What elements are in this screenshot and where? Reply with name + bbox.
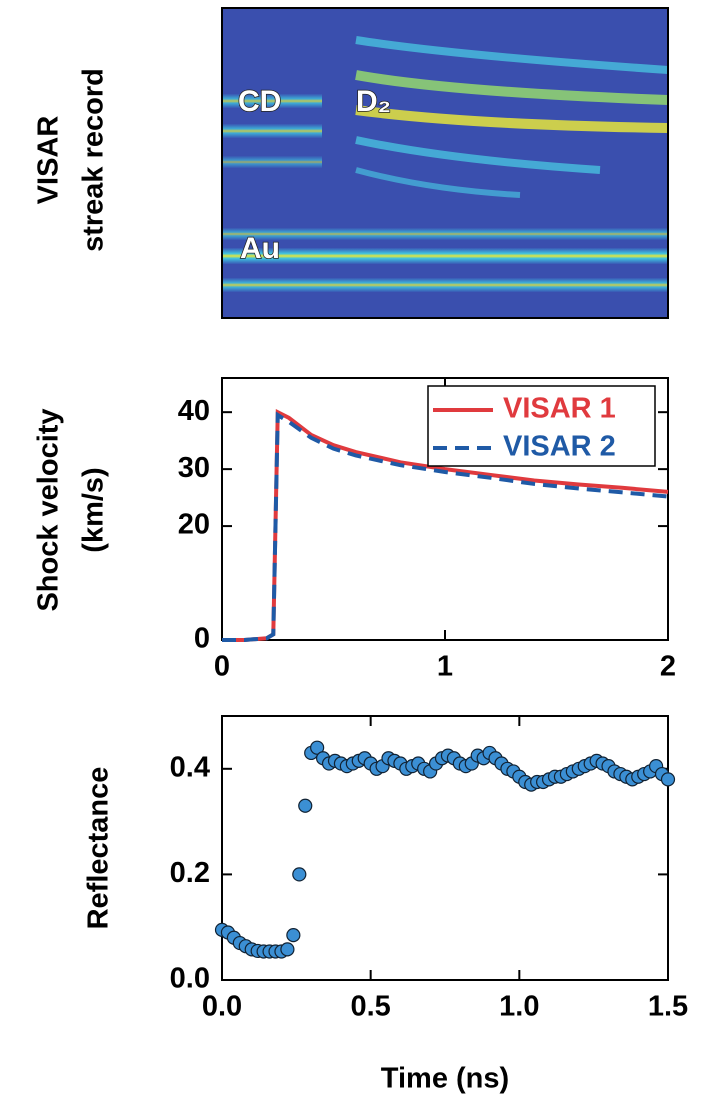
x-tick-label: 1 [437, 651, 453, 683]
y-tick-label: 0 [194, 623, 210, 655]
data-point [292, 867, 307, 882]
annotation: CD [238, 85, 281, 118]
data-point [280, 942, 295, 957]
y-axis-label: Shock velocity [33, 408, 65, 611]
data-point [660, 772, 676, 787]
x-tick-label: 0.0 [202, 991, 242, 1023]
legend-box [427, 385, 656, 467]
y-axis-label: (km/s) [78, 467, 110, 552]
x-tick-label: 2 [660, 651, 676, 683]
y-tick-label: 0.0 [170, 963, 210, 995]
y-tick-label: 40 [178, 395, 210, 427]
legend-label: VISAR 1 [503, 393, 616, 425]
data-point [286, 928, 301, 943]
x-axis-label: Time (ns) [381, 1063, 509, 1095]
x-tick-label: 0 [214, 651, 230, 683]
data-point [298, 798, 313, 813]
y-tick-label: 0.2 [170, 857, 210, 889]
y-axis-label: VISAR [33, 116, 65, 205]
annotation: D₂ [356, 85, 391, 118]
y-axis-label: Reflectance [83, 767, 115, 930]
y-tick-label: 20 [178, 509, 210, 541]
data-point [310, 740, 325, 755]
series-line [222, 411, 669, 642]
x-tick-label: 1.0 [499, 991, 539, 1023]
streak-image [221, 7, 669, 319]
y-axis-label: streak record [78, 68, 110, 252]
x-tick-label: 1.5 [648, 991, 688, 1023]
legend-label: VISAR 2 [503, 431, 616, 463]
plot-frame [221, 715, 669, 981]
y-tick-label: 0.4 [170, 751, 210, 783]
annotation: Au [240, 232, 280, 265]
y-tick-label: 30 [178, 452, 210, 484]
x-tick-label: 0.5 [351, 991, 391, 1023]
